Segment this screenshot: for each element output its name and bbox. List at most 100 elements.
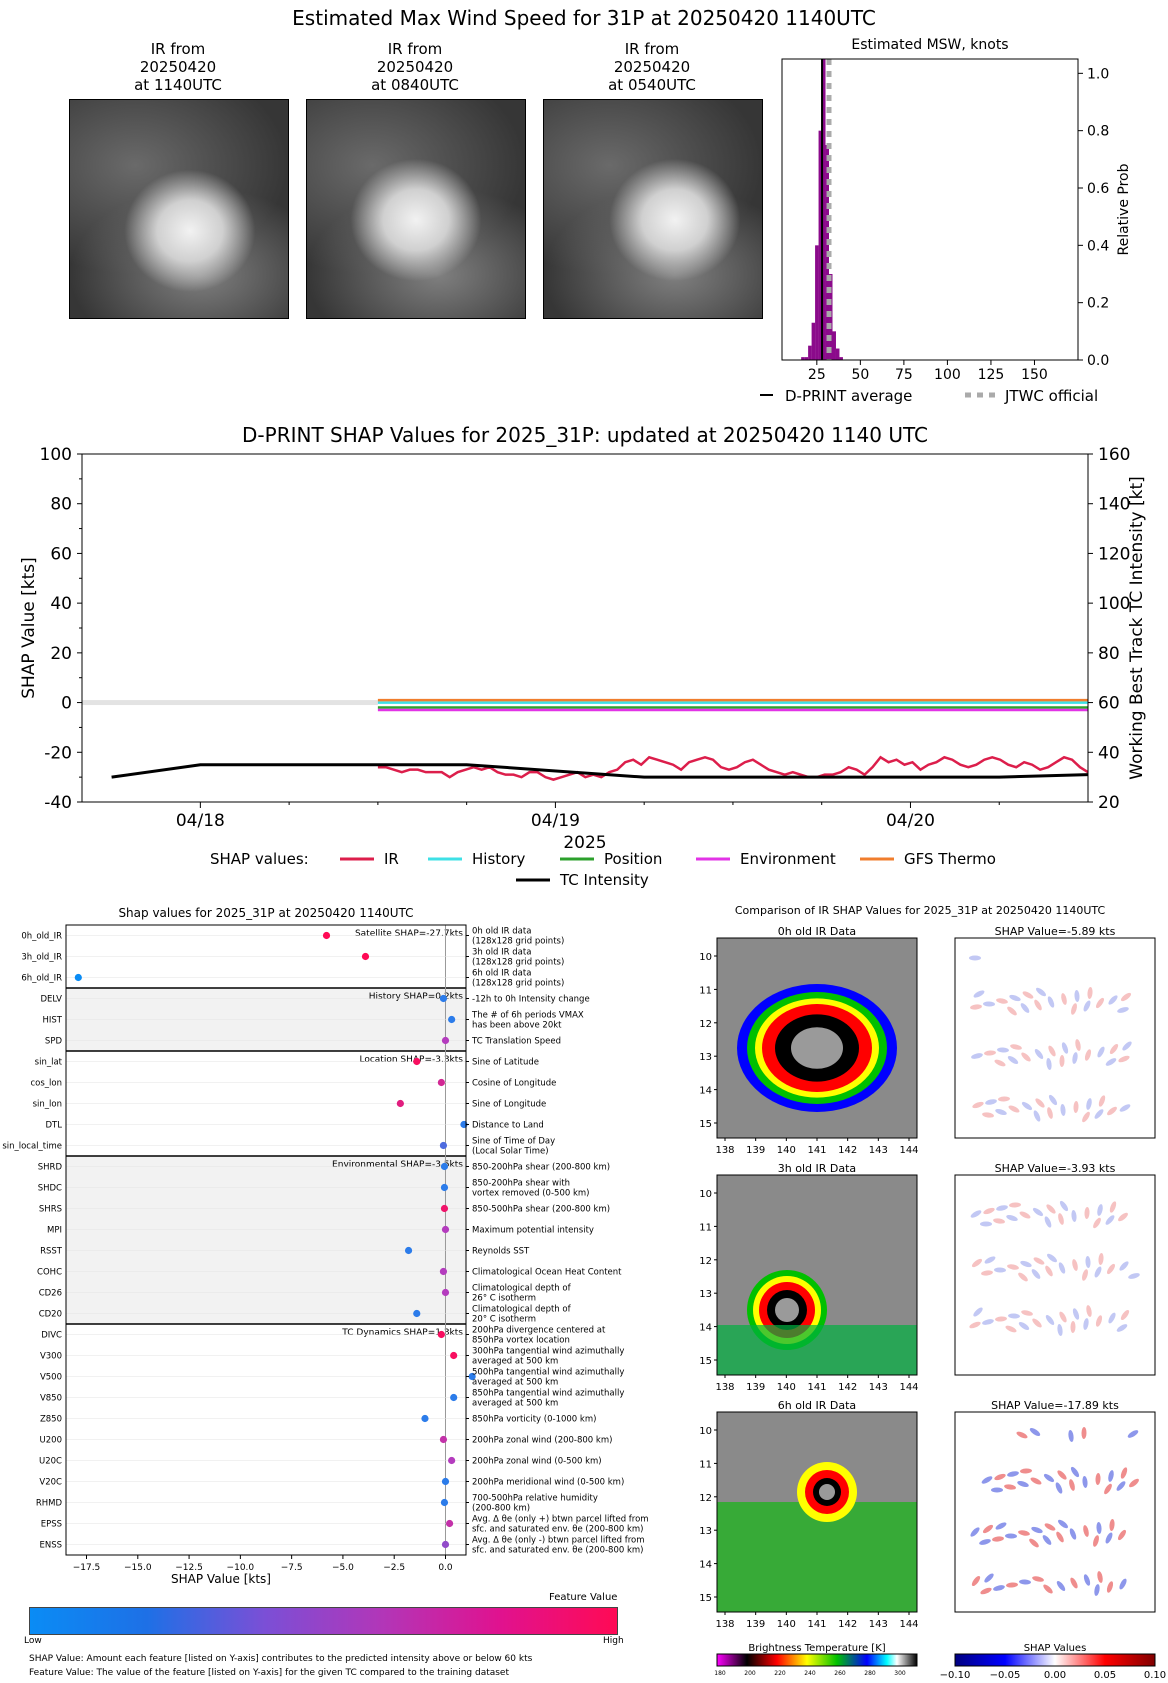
shap-blob — [970, 1210, 982, 1218]
ir-panel-label-line: at 0540UTC — [608, 76, 696, 94]
ts-ytick-label: 100 — [40, 445, 72, 465]
hist-ytick-label: 1.0 — [1087, 66, 1109, 82]
shap-blob — [1095, 997, 1105, 1009]
ts-y2tick-label: 80 — [1098, 644, 1120, 664]
shap-blob — [1116, 1324, 1128, 1332]
feat-shap-point — [441, 1225, 450, 1234]
ts-legend-label: GFS Thermo — [904, 850, 996, 868]
feature-value-colorbar — [29, 1607, 618, 1635]
shap-blob — [1033, 1110, 1041, 1122]
shap-blob — [1104, 1483, 1112, 1495]
hist-bar — [804, 357, 809, 360]
ir-ytick-label: −14 — [700, 1086, 712, 1097]
feat-name: DTL — [46, 1121, 63, 1131]
shap-blob — [1118, 1055, 1130, 1063]
feat-shap-point — [439, 1141, 448, 1150]
ir-panel-label-line: IR from — [387, 40, 443, 58]
shap-blob — [1109, 1043, 1119, 1055]
shap-blob — [1109, 1201, 1117, 1213]
ts-series-line — [377, 755, 1089, 781]
shap-blob — [984, 1573, 994, 1583]
shap-blob — [973, 1307, 983, 1317]
feat-shap-point — [448, 1015, 456, 1024]
shap-blob — [1020, 1260, 1032, 1268]
ir-xtick-label: 138 — [715, 1145, 734, 1156]
ts-ytick-label: 80 — [50, 495, 72, 515]
ir-xtick-label: 138 — [715, 1382, 734, 1393]
shap-colorbar-tick: 0.05 — [1094, 1670, 1116, 1681]
feat-description: 0h old IR data — [472, 927, 531, 937]
shap-blob — [1046, 1204, 1056, 1214]
shap-colorbar-label: SHAP Values — [1024, 1643, 1087, 1654]
main-title: Estimated Max Wind Speed for 31P at 2025… — [292, 6, 876, 30]
hist-title: Estimated MSW, knots — [851, 37, 1008, 53]
feat-name: EPSS — [41, 1520, 62, 1530]
shap-panel-frame — [954, 1174, 1156, 1376]
feat-description: 850hPa vortex location — [472, 1336, 570, 1346]
shap-blob — [1020, 1468, 1032, 1474]
shap-blob — [994, 1059, 1006, 1067]
shap-blob — [1016, 1431, 1028, 1439]
feat-description: Sine of Time of Day — [472, 1137, 555, 1147]
hist-xtick-label: 125 — [978, 367, 1005, 383]
feat-shap-point — [468, 1372, 476, 1381]
feat-description: 6h old IR data — [472, 969, 531, 979]
shap-blob — [1007, 1006, 1017, 1016]
shap-blob — [1129, 1478, 1139, 1488]
shap-blob — [1019, 1579, 1031, 1585]
ir-ytick-label: −12 — [700, 1019, 712, 1030]
ir-xtick-label: 144 — [899, 1382, 918, 1393]
feat-name: CD20 — [39, 1310, 62, 1320]
shap-blob — [1086, 1305, 1092, 1317]
shap-blob — [1042, 1535, 1052, 1545]
feat-xtick-label: −5.0 — [332, 1563, 354, 1573]
feat-description: 200hPa zonal wind (0-500 km) — [472, 1457, 602, 1467]
ir-panel-label-line: 20250420 — [613, 58, 691, 76]
feat-shap-point — [445, 1519, 454, 1528]
shap-blob — [1018, 1530, 1030, 1536]
ts-legend-label: Position — [604, 850, 662, 868]
shap-blob — [1084, 1049, 1092, 1061]
ts-legend-label: History — [472, 850, 525, 868]
ir-panel-label-line: at 0840UTC — [371, 76, 459, 94]
feat-name: U200 — [40, 1436, 62, 1446]
shap-blob — [984, 1256, 996, 1264]
feat-description: sfc. and saturated env. θe (200-800 km) — [472, 1525, 644, 1535]
shap-blob — [1072, 1259, 1078, 1271]
shap-blob — [1075, 1039, 1081, 1051]
hist-bar — [835, 348, 840, 360]
ts-ytick-label: 40 — [50, 594, 72, 614]
feat-description: Climatological depth of — [472, 1284, 572, 1294]
feat-group-label: Location SHAP=-3.3kts — [359, 1055, 463, 1065]
shap-blob — [969, 955, 981, 961]
shap-colorbar-tick: −0.05 — [990, 1670, 1021, 1681]
hist-bar — [811, 322, 816, 360]
ir-colorbar-tick: 240 — [804, 1670, 816, 1677]
feat-shap-point — [450, 1351, 458, 1360]
ir-ytick-label: −12 — [700, 1493, 712, 1504]
ts-y2tick-label: 140 — [1098, 495, 1130, 515]
shap-blob — [1007, 1056, 1019, 1064]
ir-ytick-label: −10 — [700, 1189, 712, 1200]
feat-shap-point — [437, 1078, 445, 1087]
shap-blob — [1085, 1256, 1091, 1268]
feat-name: V500 — [40, 1373, 62, 1383]
feat-description: vortex removed (0-500 km) — [472, 1189, 589, 1199]
ts-frame — [81, 453, 1089, 803]
feat-xtick-label: −2.5 — [383, 1563, 405, 1573]
ir-xtick-label: 143 — [869, 1382, 888, 1393]
shap-blob — [1031, 1269, 1041, 1279]
shap-blob — [1127, 1430, 1139, 1438]
feat-shap-point — [396, 1099, 404, 1108]
shap-blob — [1043, 1584, 1053, 1594]
shap-blob — [1047, 1253, 1057, 1263]
ir-panel-title: 0h old IR Data — [778, 925, 856, 938]
shap-blob — [1083, 1318, 1089, 1330]
ir-cloud-band — [717, 1325, 917, 1375]
colorbar-low-label: Low — [24, 1636, 42, 1646]
feat-name: SHRS — [39, 1205, 62, 1215]
feat-description: 300hPa tangential wind azimuthally — [472, 1347, 624, 1357]
shap-colorbar-tick: 0.10 — [1144, 1670, 1166, 1681]
ir-xtick-label: 140 — [777, 1382, 796, 1393]
shap-blob — [1082, 1269, 1088, 1281]
